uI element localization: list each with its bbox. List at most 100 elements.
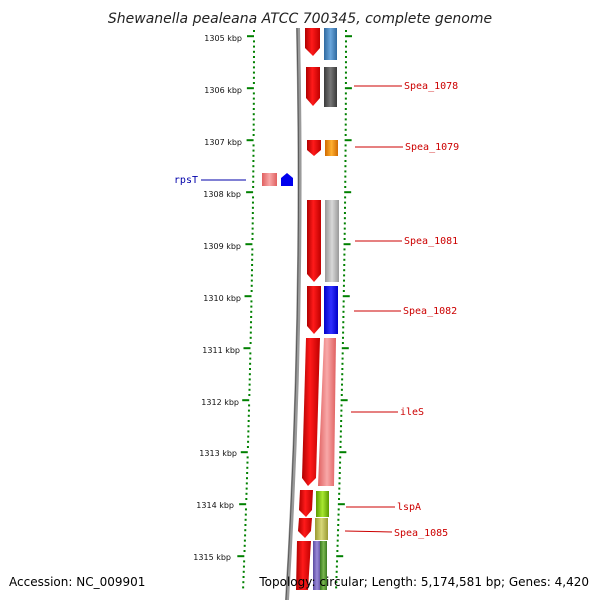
tick-mark [245, 492, 248, 495]
tick-mark [242, 570, 245, 573]
gene-block[interactable] [324, 286, 338, 334]
tick-mark [253, 30, 255, 32]
tick-mark [341, 368, 344, 370]
gene-arrow[interactable] [305, 28, 320, 56]
gene-block[interactable] [325, 200, 339, 282]
tick-mark [343, 243, 351, 246]
tick-mark [344, 71, 347, 74]
tick-mark [344, 134, 347, 136]
tick-mark [247, 425, 250, 428]
tick-mark [344, 82, 347, 84]
gene-label[interactable]: lspA [397, 502, 421, 513]
tick-mark [344, 206, 347, 209]
tick-mark [344, 160, 347, 162]
gene-block[interactable] [262, 173, 277, 186]
gene-block[interactable] [320, 541, 327, 590]
kbp-label: 1314 kbp [196, 501, 234, 510]
tick-mark [339, 435, 342, 438]
gene-label[interactable]: rpsT [174, 175, 198, 186]
tick-mark [339, 461, 342, 464]
gene-arrow[interactable] [298, 518, 312, 538]
gene-arrow[interactable] [296, 541, 311, 590]
tick-mark [343, 258, 346, 261]
gene-block[interactable] [325, 140, 338, 156]
tick-mark [247, 430, 250, 433]
tick-mark [246, 191, 254, 194]
tick-mark [340, 394, 343, 396]
gene-block[interactable] [324, 67, 337, 107]
kbp-label: 1307 kbp [204, 138, 242, 147]
tick-mark [252, 175, 255, 178]
tick-mark [251, 248, 254, 251]
tick-mark [249, 342, 252, 344]
tick-mark [344, 35, 352, 38]
tick-mark [344, 175, 347, 178]
tick-mark [338, 492, 341, 495]
tick-mark [338, 498, 341, 500]
tick-mark [340, 414, 343, 417]
tick-mark [339, 430, 342, 433]
tick-mark [343, 217, 346, 220]
tick-mark [342, 331, 345, 334]
tick-mark [338, 487, 341, 490]
tick-mark [344, 123, 347, 126]
tick-mark [252, 128, 255, 131]
gene-block[interactable] [324, 28, 337, 60]
tick-mark [335, 586, 338, 589]
tick-mark [338, 477, 341, 480]
gene-block[interactable] [315, 518, 328, 540]
tick-mark [343, 248, 346, 251]
tick-mark [339, 451, 347, 454]
gene-label[interactable]: Spea_1082 [403, 306, 457, 317]
tick-mark [249, 331, 252, 334]
tick-mark [344, 191, 352, 194]
tick-mark [342, 310, 345, 313]
gene-arrow[interactable] [281, 173, 293, 186]
tick-mark [249, 352, 252, 355]
tick-mark [344, 144, 347, 147]
tick-mark [243, 550, 246, 552]
gene-block[interactable] [316, 491, 329, 517]
gene-arrow[interactable] [307, 200, 321, 282]
tick-mark [337, 518, 340, 521]
tick-mark [335, 576, 338, 578]
tick-mark [244, 508, 247, 511]
tick-mark [337, 513, 340, 516]
tick-mark [344, 66, 347, 69]
tick-mark [344, 196, 347, 199]
gene-label[interactable]: Spea_1079 [405, 142, 459, 153]
tick-mark [344, 56, 347, 58]
tick-mark [338, 472, 341, 474]
tick-mark [342, 305, 345, 308]
tick-mark [250, 284, 253, 287]
gene-label[interactable]: Spea_1085 [394, 528, 448, 539]
gene-block[interactable] [318, 338, 336, 486]
gene-arrow[interactable] [306, 67, 320, 106]
gene-label[interactable]: ileS [400, 407, 424, 418]
tick-mark [340, 420, 343, 422]
tick-mark [341, 347, 349, 350]
tick-mark [244, 513, 247, 516]
tick-mark [247, 409, 250, 412]
gene-arrow[interactable] [299, 490, 313, 517]
gene-label[interactable]: Spea_1081 [404, 236, 458, 247]
tick-mark [248, 378, 251, 381]
kbp-label: 1308 kbp [203, 190, 241, 199]
tick-mark [242, 565, 245, 568]
tick-mark [252, 154, 255, 157]
gene-arrow[interactable] [307, 286, 321, 334]
tick-mark [246, 446, 249, 448]
tick-mark [338, 482, 341, 485]
gene-label[interactable]: Spea_1078 [404, 81, 458, 92]
right-tick-rail [335, 30, 352, 589]
tick-mark [343, 279, 346, 282]
gene-arrow[interactable] [302, 338, 320, 486]
genome-backbone-edge [285, 27, 300, 600]
gene-block[interactable] [313, 541, 321, 590]
gene-arrow[interactable] [307, 140, 321, 156]
tick-mark [341, 352, 344, 355]
tick-mark [251, 227, 254, 230]
tick-mark [344, 113, 347, 116]
tick-mark [336, 550, 339, 552]
tick-mark [335, 581, 338, 584]
